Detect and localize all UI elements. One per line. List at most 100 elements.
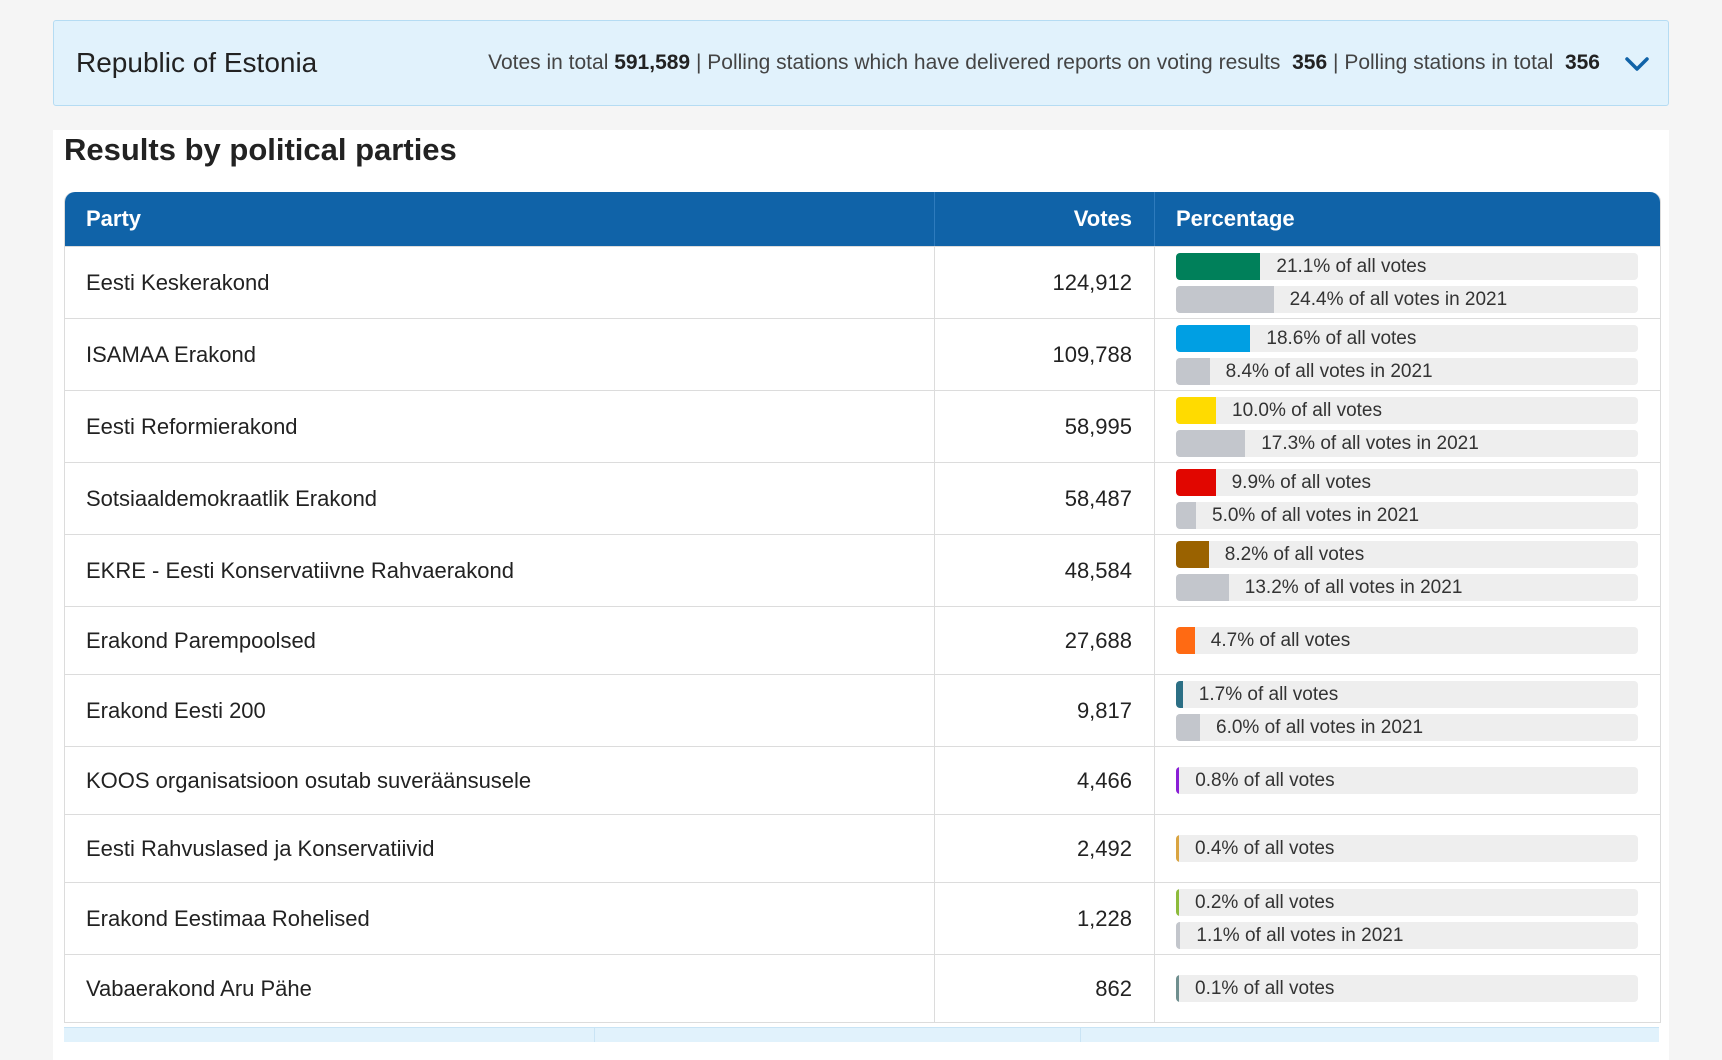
header-votes: Votes bbox=[935, 192, 1155, 246]
party-name: EKRE - Eesti Konservatiivne Rahvaerakond bbox=[65, 535, 935, 606]
percentage-cell: 9.9% of all votes 5.0% of all votes in 20… bbox=[1155, 463, 1660, 534]
vote-share-bar-label: 4.7% of all votes bbox=[1210, 630, 1351, 651]
percentage-cell: 0.8% of all votes bbox=[1155, 747, 1660, 814]
vote-share-bar-label: 0.1% of all votes bbox=[1195, 978, 1335, 999]
party-name: Erakond Parempoolsed bbox=[65, 607, 935, 674]
vote-share-bar: 10.0% of all votes bbox=[1176, 396, 1638, 424]
party-name: Erakond Eestimaa Rohelised bbox=[65, 883, 935, 954]
prev-vote-share-bar: 8.4% of all votes in 2021 bbox=[1176, 357, 1638, 385]
party-votes: 27,688 bbox=[935, 607, 1155, 674]
party-name: Erakond Eesti 200 bbox=[65, 675, 935, 746]
vote-share-bar-label: 10.0% of all votes bbox=[1232, 399, 1382, 421]
table-row: Vabaerakond Aru Pähe 862 0.1% of all votes bbox=[65, 954, 1660, 1022]
party-votes: 2,492 bbox=[935, 815, 1155, 882]
vote-share-bar-fill bbox=[1176, 767, 1180, 794]
column-separator bbox=[594, 1028, 595, 1042]
table-row: Erakond Parempoolsed 27,688 4.7% of all vo… bbox=[65, 606, 1660, 674]
prev-vote-share-bar-fill bbox=[1176, 285, 1274, 313]
party-name: Vabaerakond Aru Pähe bbox=[65, 955, 935, 1022]
vote-share-bar-label: 21.1% of all votes bbox=[1276, 255, 1427, 277]
vote-share-bar-fill bbox=[1176, 680, 1183, 708]
region-title: Republic of Estonia bbox=[76, 47, 318, 78]
stations-label: Polling stations in total bbox=[1344, 51, 1554, 74]
prev-vote-share-bar-fill bbox=[1176, 357, 1210, 385]
reports-label: Polling stations which have delivered re… bbox=[707, 51, 1281, 74]
chevron-down-icon[interactable] bbox=[1624, 51, 1650, 77]
party-votes: 9,817 bbox=[935, 675, 1155, 746]
vote-share-bar-label: 0.2% of all votes bbox=[1195, 891, 1335, 913]
percentage-cell: 18.6% of all votes 8.4% of all votes in 2… bbox=[1155, 319, 1660, 390]
percentage-cell: 21.1% of all votes 24.4% of all votes in … bbox=[1155, 247, 1660, 318]
vote-share-bar-label: 0.8% of all votes bbox=[1195, 770, 1335, 791]
results-card: Results by political parties Party Votes… bbox=[53, 130, 1669, 1060]
party-votes: 58,487 bbox=[935, 463, 1155, 534]
table-row: Erakond Eesti 200 9,817 1.7% of all votes 6… bbox=[65, 674, 1660, 746]
header-party: Party bbox=[65, 192, 935, 246]
party-name: Eesti Reformierakond bbox=[65, 391, 935, 462]
percentage-cell: 10.0% of all votes 17.3% of all votes in … bbox=[1155, 391, 1660, 462]
vote-share-bar-fill bbox=[1176, 540, 1209, 568]
prev-vote-share-bar-fill bbox=[1176, 713, 1200, 741]
table-row: Eesti Rahvuslased ja Konservatiivid 2,492… bbox=[65, 814, 1660, 882]
party-votes: 4,466 bbox=[935, 747, 1155, 814]
vote-share-bar-label: 8.2% of all votes bbox=[1224, 543, 1365, 565]
prev-vote-share-bar-fill bbox=[1176, 573, 1229, 601]
summary-stats: Votes in total 591,589 | Polling station… bbox=[488, 21, 1600, 105]
table-row: Sotsiaaldemokraatlik Erakond 58,487 9.9% o… bbox=[65, 462, 1660, 534]
percentage-cell: 1.7% of all votes 6.0% of all votes in 20… bbox=[1155, 675, 1660, 746]
prev-vote-share-bar: 5.0% of all votes in 2021 bbox=[1176, 501, 1638, 529]
vote-share-bar-fill bbox=[1176, 468, 1216, 496]
party-name: Eesti Keskerakond bbox=[65, 247, 935, 318]
prev-vote-share-bar-fill bbox=[1176, 501, 1196, 529]
vote-share-bar-fill bbox=[1176, 627, 1195, 654]
prev-vote-share-bar-label: 5.0% of all votes in 2021 bbox=[1212, 504, 1420, 526]
prev-vote-share-bar-fill bbox=[1176, 429, 1246, 457]
vote-share-bar-fill bbox=[1176, 888, 1179, 916]
prev-vote-share-bar-label: 6.0% of all votes in 2021 bbox=[1216, 716, 1424, 738]
prev-vote-share-bar: 6.0% of all votes in 2021 bbox=[1176, 713, 1638, 741]
table-row: ISAMAA Erakond 109,788 18.6% of all votes 8… bbox=[65, 318, 1660, 390]
vote-share-bar: 21.1% of all votes bbox=[1176, 252, 1638, 280]
prev-vote-share-bar: 1.1% of all votes in 2021 bbox=[1176, 921, 1638, 949]
vote-share-bar-fill bbox=[1176, 324, 1251, 352]
prev-vote-share-bar-label: 8.4% of all votes in 2021 bbox=[1225, 360, 1433, 382]
stats-separator: | bbox=[695, 51, 702, 74]
summary-panel: Republic of Estonia Votes in total 591,5… bbox=[53, 20, 1669, 106]
party-name: Sotsiaaldemokraatlik Erakond bbox=[65, 463, 935, 534]
column-separator bbox=[1080, 1028, 1081, 1042]
prev-vote-share-bar: 17.3% of all votes in 2021 bbox=[1176, 429, 1638, 457]
prev-vote-share-bar-label: 13.2% of all votes in 2021 bbox=[1244, 576, 1463, 598]
prev-vote-share-bar-label: 17.3% of all votes in 2021 bbox=[1261, 432, 1479, 454]
stations-value: 356 bbox=[1564, 51, 1600, 74]
vote-share-bar: 0.1% of all votes bbox=[1176, 975, 1638, 1002]
results-table: Party Votes Percentage Eesti Keskerakond… bbox=[64, 192, 1661, 1023]
votes-total-label: Votes in total bbox=[488, 51, 609, 74]
votes-total-value: 591,589 bbox=[614, 51, 691, 74]
prev-vote-share-bar: 24.4% of all votes in 2021 bbox=[1176, 285, 1638, 313]
vote-share-bar: 18.6% of all votes bbox=[1176, 324, 1638, 352]
percentage-cell: 0.2% of all votes 1.1% of all votes in 20… bbox=[1155, 883, 1660, 954]
vote-share-bar-label: 1.7% of all votes bbox=[1198, 683, 1339, 705]
vote-share-bar-label: 18.6% of all votes bbox=[1266, 327, 1417, 349]
party-votes: 109,788 bbox=[935, 319, 1155, 390]
percentage-cell: 0.1% of all votes bbox=[1155, 955, 1660, 1022]
results-title: Results by political parties bbox=[64, 132, 457, 167]
table-row: KOOS organisatsioon osutab suveräänsusel… bbox=[65, 746, 1660, 814]
vote-share-bar: 0.4% of all votes bbox=[1176, 835, 1638, 862]
party-votes: 862 bbox=[935, 955, 1155, 1022]
party-votes: 124,912 bbox=[935, 247, 1155, 318]
vote-share-bar-label: 0.4% of all votes bbox=[1195, 838, 1335, 859]
vote-share-bar: 1.7% of all votes bbox=[1176, 680, 1638, 708]
prev-vote-share-bar-label: 1.1% of all votes in 2021 bbox=[1196, 924, 1404, 946]
table-header: Party Votes Percentage bbox=[65, 192, 1660, 246]
table-row: Eesti Keskerakond 124,912 21.1% of all vot… bbox=[65, 246, 1660, 318]
vote-share-bar: 9.9% of all votes bbox=[1176, 468, 1638, 496]
vote-share-bar-fill bbox=[1176, 252, 1261, 280]
vote-share-bar-fill bbox=[1176, 975, 1179, 1002]
vote-share-bar: 0.2% of all votes bbox=[1176, 888, 1638, 916]
vote-share-bar: 4.7% of all votes bbox=[1176, 627, 1638, 654]
percentage-cell: 8.2% of all votes 13.2% of all votes in 2… bbox=[1155, 535, 1660, 606]
prev-vote-share-bar: 13.2% of all votes in 2021 bbox=[1176, 573, 1638, 601]
party-votes: 48,584 bbox=[935, 535, 1155, 606]
vote-share-bar-fill bbox=[1176, 835, 1179, 862]
